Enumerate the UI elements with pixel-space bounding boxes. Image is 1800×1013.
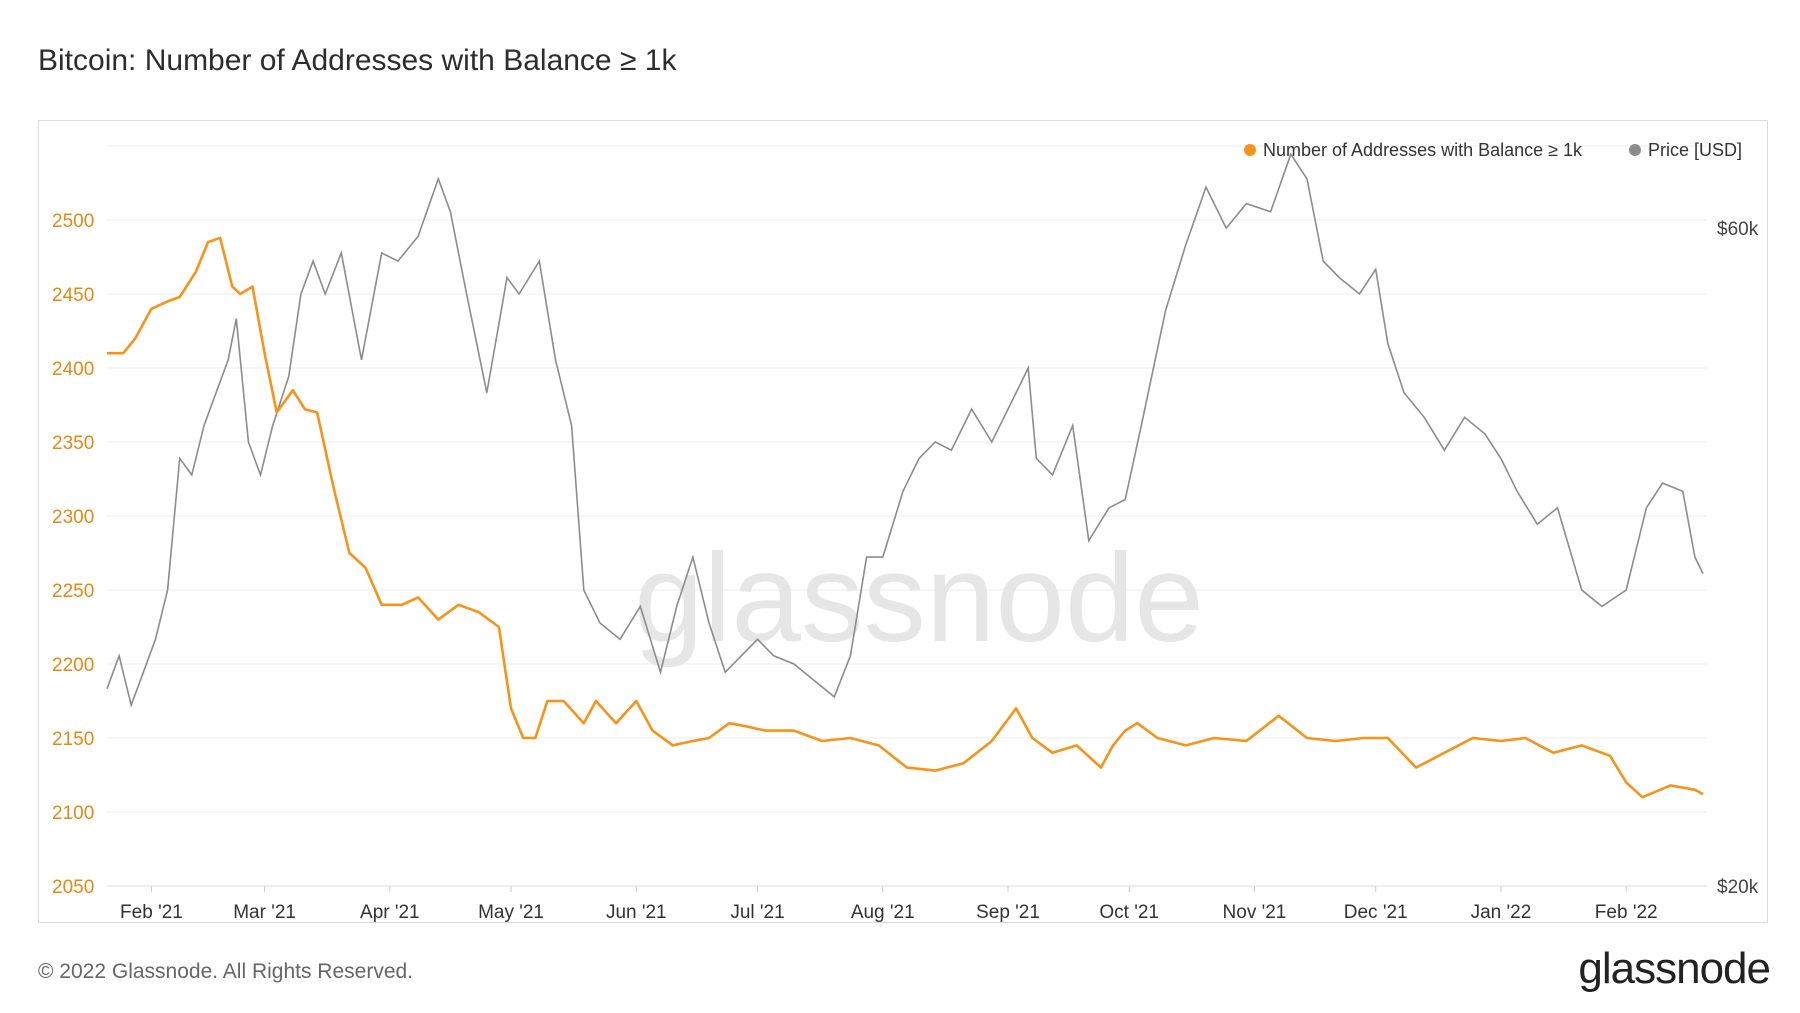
x-tick-label: Jun '21 (606, 902, 667, 922)
x-tick-label: Aug '21 (851, 902, 915, 922)
x-tick-label: Jul '21 (730, 902, 784, 922)
legend: Number of Addresses with Balance ≥ 1k Pr… (1244, 140, 1742, 160)
x-tick-label: Nov '21 (1223, 902, 1287, 922)
x-tick-label: Feb '21 (120, 902, 183, 922)
chart-svg: glassnode 2050 2100 2150 2200 2250 2300 2350 24… (52, 140, 1759, 922)
legend-dot-price (1629, 144, 1641, 156)
chart-title: Bitcoin: Number of Addresses with Balanc… (38, 44, 677, 77)
y-left-tick-label: 2050 (52, 877, 94, 898)
x-tick-label: Dec '21 (1344, 902, 1408, 922)
y-left-tick-label: 2300 (52, 507, 94, 528)
watermark: glassnode (634, 529, 1204, 668)
grid-lines (107, 145, 1707, 887)
y-left-tick-label: 2250 (52, 581, 94, 602)
price-line (106, 152, 1704, 708)
y-right-tick-label: $60k (1717, 219, 1759, 240)
x-tick-label: May '21 (478, 902, 544, 922)
y-left-tick-label: 2500 (52, 211, 94, 232)
y-left-tick-label: 2150 (52, 729, 94, 750)
x-tick-label: Oct '21 (1099, 902, 1159, 922)
copyright-footer: © 2022 Glassnode. All Rights Reserved. (38, 960, 414, 983)
y-left-tick-label: 2100 (52, 803, 94, 824)
y-right-tick-label: $20k (1717, 877, 1759, 898)
y-axis-right: $20k $60k (1717, 219, 1759, 898)
x-tick-label: Apr '21 (360, 902, 420, 922)
y-left-tick-label: 2200 (52, 655, 94, 676)
y-left-tick-label: 2350 (52, 433, 94, 454)
y-axis-left: 2050 2100 2150 2200 2250 2300 2350 2400 2450 2500 (52, 211, 94, 898)
x-axis: Feb '21 Mar '21 Apr '21 May '21 Jun '21 Jul '… (120, 886, 1658, 922)
legend-label-price[interactable]: Price [USD] (1648, 140, 1742, 160)
x-tick-label: Sep '21 (976, 902, 1040, 922)
glassnode-logo[interactable]: glassnode (1578, 944, 1771, 993)
addresses-line (107, 236, 1704, 799)
y-left-tick-label: 2450 (52, 285, 94, 306)
legend-dot-addresses (1244, 144, 1256, 156)
chart-frame: glassnode 2050 2100 2150 2200 2250 2300 2350 24… (38, 120, 1768, 923)
x-tick-label: Feb '22 (1595, 902, 1658, 922)
x-tick-label: Jan '22 (1471, 902, 1532, 922)
y-left-tick-label: 2400 (52, 359, 94, 380)
x-tick-label: Mar '21 (233, 902, 296, 922)
legend-label-addresses[interactable]: Number of Addresses with Balance ≥ 1k (1263, 140, 1583, 160)
